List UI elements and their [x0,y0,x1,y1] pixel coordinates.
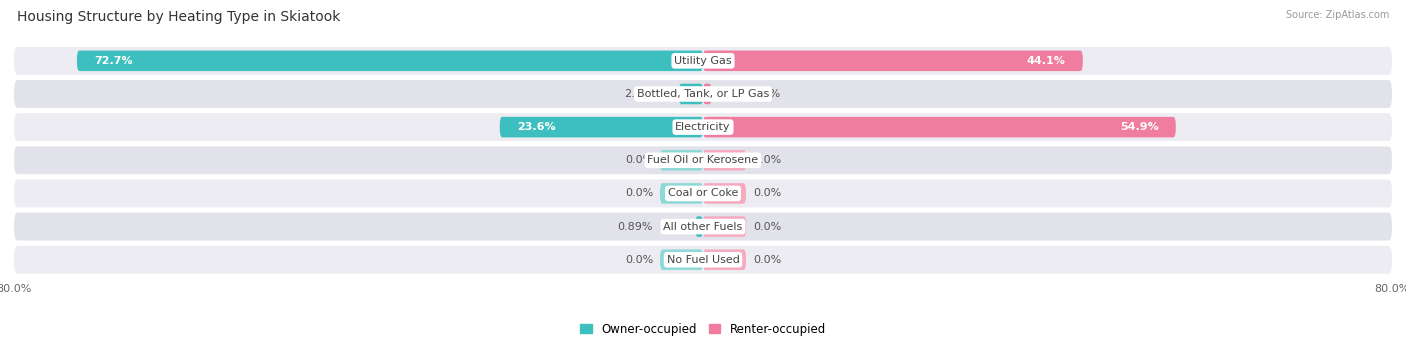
Text: No Fuel Used: No Fuel Used [666,255,740,265]
Text: 2.8%: 2.8% [624,89,652,99]
Text: 0.89%: 0.89% [617,222,652,232]
FancyBboxPatch shape [14,179,1392,207]
Text: 0.0%: 0.0% [624,155,652,165]
Text: Fuel Oil or Kerosene: Fuel Oil or Kerosene [647,155,759,165]
FancyBboxPatch shape [14,80,1392,108]
Text: 0.0%: 0.0% [754,255,782,265]
FancyBboxPatch shape [703,50,1083,71]
FancyBboxPatch shape [14,146,1392,174]
FancyBboxPatch shape [14,113,1392,141]
Text: 0.0%: 0.0% [624,189,652,198]
FancyBboxPatch shape [703,84,711,104]
Text: 0.0%: 0.0% [624,255,652,265]
FancyBboxPatch shape [703,150,747,170]
Text: 0.0%: 0.0% [754,189,782,198]
FancyBboxPatch shape [703,183,747,204]
FancyBboxPatch shape [14,246,1392,273]
FancyBboxPatch shape [77,50,703,71]
Text: All other Fuels: All other Fuels [664,222,742,232]
FancyBboxPatch shape [659,150,703,170]
FancyBboxPatch shape [703,216,747,237]
Legend: Owner-occupied, Renter-occupied: Owner-occupied, Renter-occupied [575,318,831,341]
Text: 0.0%: 0.0% [754,155,782,165]
FancyBboxPatch shape [14,213,1392,240]
FancyBboxPatch shape [14,47,1392,75]
FancyBboxPatch shape [703,117,1175,137]
Text: Housing Structure by Heating Type in Skiatook: Housing Structure by Heating Type in Ski… [17,10,340,24]
Text: 0.0%: 0.0% [754,222,782,232]
FancyBboxPatch shape [659,250,703,270]
Text: 54.9%: 54.9% [1119,122,1159,132]
FancyBboxPatch shape [696,216,703,237]
Text: 1.0%: 1.0% [754,89,782,99]
Text: Bottled, Tank, or LP Gas: Bottled, Tank, or LP Gas [637,89,769,99]
Text: 44.1%: 44.1% [1026,56,1066,66]
Text: Electricity: Electricity [675,122,731,132]
Text: Coal or Coke: Coal or Coke [668,189,738,198]
Text: 23.6%: 23.6% [517,122,555,132]
Text: Source: ZipAtlas.com: Source: ZipAtlas.com [1285,10,1389,20]
FancyBboxPatch shape [679,84,703,104]
Text: Utility Gas: Utility Gas [675,56,731,66]
FancyBboxPatch shape [659,183,703,204]
Text: 72.7%: 72.7% [94,56,132,66]
FancyBboxPatch shape [499,117,703,137]
FancyBboxPatch shape [703,250,747,270]
